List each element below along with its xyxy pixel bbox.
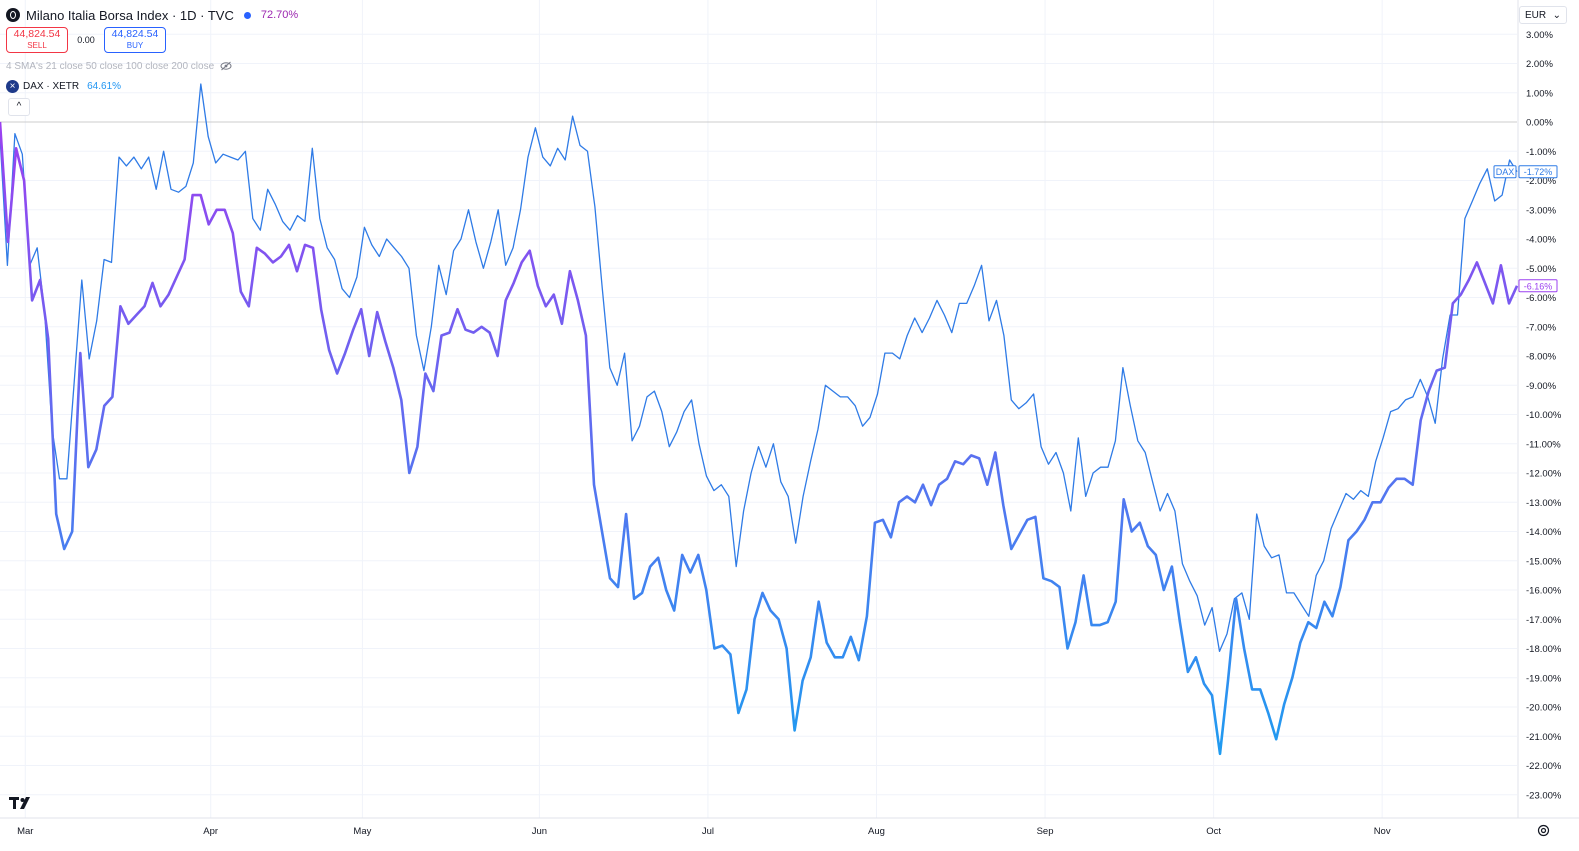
y-tick-label: 0.00% [1526, 118, 1553, 129]
x-tick-label: Mar [17, 826, 33, 837]
x-tick-label: Aug [868, 826, 885, 837]
collapse-legend-button[interactable]: ^ [8, 98, 30, 116]
last-value-labels: DAX -1.72% -6.16% [1493, 165, 1558, 293]
y-tick-label: -8.00% [1526, 352, 1557, 363]
currency-selector[interactable]: EUR ⌄ [1519, 6, 1567, 24]
compare-symbol[interactable]: DAX · XETR [23, 80, 80, 92]
y-tick-label: -18.00% [1526, 644, 1562, 655]
y-tick-label: -1.00% [1526, 147, 1557, 158]
price-axis[interactable]: 3.00% 2.00% 1.00% 0.00% -1.00% -2.00% -3.00% -4… [1526, 30, 1562, 802]
x-tick-label: Nov [1374, 826, 1391, 837]
chart-legend: Milano Italia Borsa Index · 1D · TVC 72.… [6, 6, 298, 93]
y-tick-label: -14.00% [1526, 527, 1562, 538]
y-tick-label: -17.00% [1526, 615, 1562, 626]
x-tick-label: Jul [702, 826, 714, 837]
y-tick-label: -20.00% [1526, 703, 1562, 714]
y-tick-label: -23.00% [1526, 790, 1562, 801]
y-tick-label: -13.00% [1526, 498, 1562, 509]
chevron-down-icon: ⌄ [1552, 9, 1561, 21]
x-tick-label: Apr [203, 826, 218, 837]
y-tick-label: -3.00% [1526, 205, 1557, 216]
y-tick-label: -5.00% [1526, 264, 1557, 275]
y-tick-label: -4.00% [1526, 235, 1557, 246]
compare-row[interactable]: × DAX · XETR 64.61% [6, 79, 298, 93]
compare-percent: 64.61% [87, 80, 122, 92]
sell-label: SELL [27, 41, 47, 50]
x-tick-label: May [353, 826, 371, 837]
y-tick-label: -19.00% [1526, 673, 1562, 684]
series-lines [0, 83, 1519, 756]
last-value-box [1518, 165, 1558, 179]
buy-price: 44,824.54 [111, 28, 159, 40]
tradingview-logo-icon[interactable] [9, 796, 35, 810]
y-tick-label: -16.00% [1526, 586, 1562, 597]
indicator-label[interactable]: 4 SMA's 21 close 50 close 100 close 200 … [6, 60, 215, 72]
symbol-title-row[interactable]: Milano Italia Borsa Index · 1D · TVC 72.… [6, 6, 298, 24]
y-tick-label: -2.00% [1526, 176, 1557, 187]
y-tick-label: 3.00% [1526, 30, 1553, 41]
time-axis[interactable]: Mar Apr May Jun Jul Aug Sep Oct Nov [17, 826, 1391, 837]
symbol-title[interactable]: Milano Italia Borsa Index · 1D · TVC [26, 7, 234, 23]
eye-hidden-icon[interactable] [220, 61, 232, 71]
y-tick-label: 1.00% [1526, 88, 1553, 99]
y-tick-label: -11.00% [1526, 439, 1561, 450]
series-line-dax [0, 83, 1518, 653]
sell-button[interactable]: 44,824.54 SELL [6, 27, 68, 53]
last-value-label: -6.16% [1524, 281, 1553, 291]
x-tick-label: Sep [1037, 826, 1054, 837]
main-percent: 72.70% [260, 9, 299, 21]
y-tick-label: -7.00% [1526, 322, 1557, 333]
y-tick-label: -12.00% [1526, 469, 1562, 480]
grid-lines [0, 0, 1579, 819]
series-name-tag-box [1493, 165, 1517, 179]
y-tick-label: -6.00% [1526, 293, 1557, 304]
live-dot-icon [243, 11, 251, 19]
y-tick-label: -22.00% [1526, 761, 1562, 772]
y-tick-label: -9.00% [1526, 381, 1557, 392]
x-tick-label: Jun [532, 826, 547, 837]
settings-gear-icon[interactable] [1537, 824, 1550, 837]
indicator-row[interactable]: 4 SMA's 21 close 50 close 100 close 200 … [6, 59, 298, 73]
y-tick-label: 2.00% [1526, 59, 1553, 70]
close-x-icon[interactable]: × [6, 79, 19, 93]
series-line-main [0, 121, 1519, 756]
buy-button[interactable]: 44,824.54 BUY [104, 27, 166, 53]
series-name-tag: DAX [1496, 167, 1515, 177]
last-value-box [1518, 279, 1558, 293]
y-tick-label: -10.00% [1526, 410, 1562, 421]
last-value-label: -1.72% [1524, 167, 1553, 177]
trade-buttons: 44,824.54 SELL 0.00 44,824.54 BUY [6, 27, 298, 53]
sell-price: 44,824.54 [13, 28, 61, 40]
buy-label: BUY [126, 41, 144, 50]
currency-label: EUR [1525, 9, 1547, 21]
symbol-logo-icon [6, 8, 20, 22]
x-tick-label: Oct [1206, 826, 1221, 837]
y-tick-label: -21.00% [1526, 732, 1562, 743]
y-tick-label: -15.00% [1526, 556, 1562, 567]
spread-value: 0.00 [77, 35, 95, 45]
